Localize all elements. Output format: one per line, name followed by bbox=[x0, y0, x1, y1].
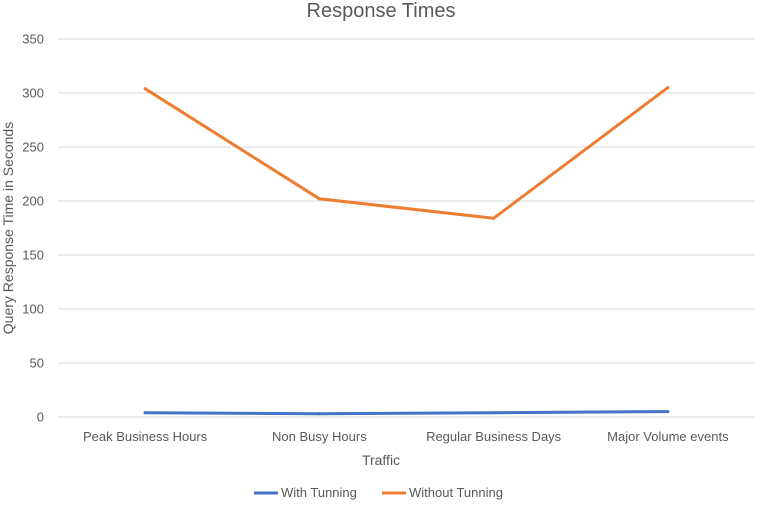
data-point bbox=[666, 410, 670, 414]
y-tick-label: 300 bbox=[22, 86, 44, 101]
chart-title: Response Times bbox=[307, 0, 456, 22]
legend-label: Without Tunning bbox=[409, 485, 503, 500]
legend-label: With Tunning bbox=[281, 485, 357, 500]
legend: With Tunning Without Tunning bbox=[254, 485, 503, 500]
y-tick-label: 0 bbox=[37, 410, 44, 425]
series-line-1 bbox=[143, 410, 670, 416]
gridlines bbox=[58, 38, 755, 418]
y-tick-label: 250 bbox=[22, 140, 44, 155]
data-point bbox=[317, 197, 321, 201]
y-axis-ticks: 0 50 100 150 200 250 300 350 bbox=[22, 32, 44, 425]
data-point bbox=[666, 86, 670, 90]
series-lines bbox=[143, 86, 670, 416]
y-tick-label: 50 bbox=[30, 356, 44, 371]
x-axis-ticks: Peak Business Hours Non Busy Hours Regular… bbox=[83, 429, 729, 444]
x-axis-label: Traffic bbox=[362, 452, 400, 468]
y-tick-label: 350 bbox=[22, 32, 44, 47]
x-tick-label: Regular Business Days bbox=[426, 429, 562, 444]
data-point bbox=[317, 412, 321, 416]
series-line-2 bbox=[143, 86, 670, 220]
data-point bbox=[492, 216, 496, 220]
x-tick-label: Non Busy Hours bbox=[272, 429, 367, 444]
data-point bbox=[143, 411, 147, 415]
y-tick-label: 100 bbox=[22, 302, 44, 317]
x-tick-label: Major Volume events bbox=[607, 429, 729, 444]
y-tick-label: 200 bbox=[22, 194, 44, 209]
x-tick-label: Peak Business Hours bbox=[83, 429, 208, 444]
y-tick-label: 150 bbox=[22, 248, 44, 263]
y-axis-label: Query Response Time in Seconds bbox=[0, 122, 16, 334]
data-point bbox=[143, 87, 147, 91]
data-point bbox=[492, 411, 496, 415]
